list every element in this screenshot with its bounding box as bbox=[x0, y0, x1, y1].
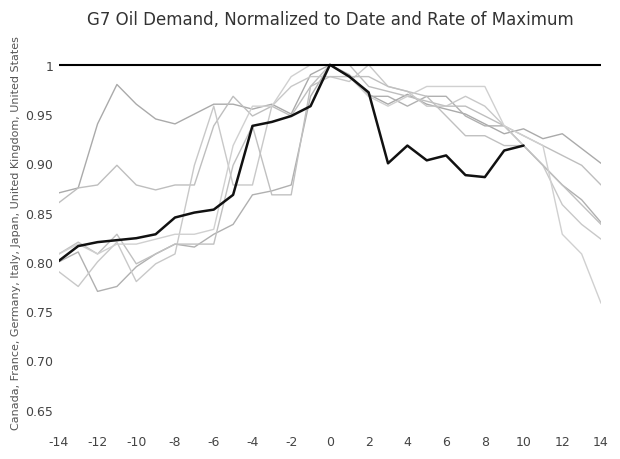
Title: G7 Oil Demand, Normalized to Date and Rate of Maximum: G7 Oil Demand, Normalized to Date and Ra… bbox=[87, 11, 574, 29]
Y-axis label: Canada, France, Germany, Italy, Japan, United Kingdom, United States: Canada, France, Germany, Italy, Japan, U… bbox=[11, 36, 21, 429]
